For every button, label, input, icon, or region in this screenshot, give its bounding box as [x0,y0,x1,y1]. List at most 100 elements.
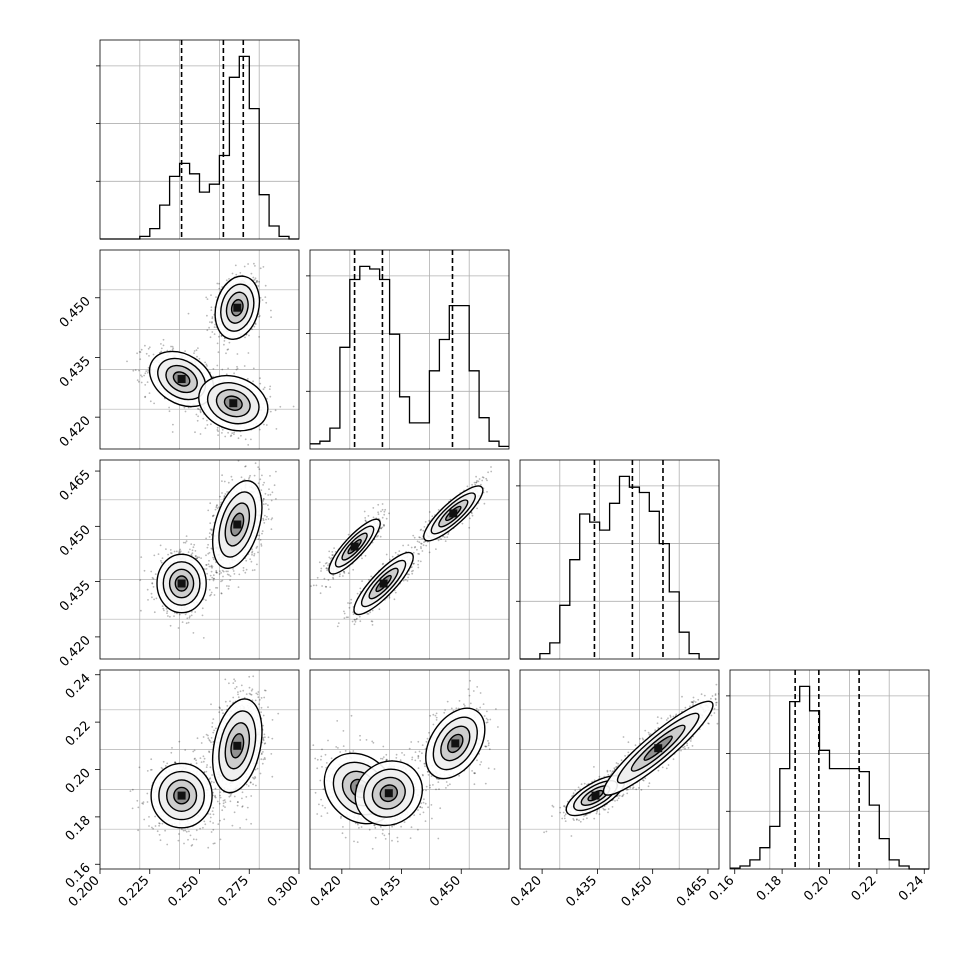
scatter-point [211,321,213,323]
scatter-point [166,843,169,846]
scatter-point [154,815,157,818]
scatter-point [223,496,226,498]
scatter-point [223,818,226,821]
scatter-point [156,830,159,833]
scatter-point [251,328,253,331]
scatter-point [184,350,187,352]
scatter-point [271,775,274,778]
scatter-point [166,610,169,613]
panel-frame [519,459,720,660]
scatter-point [163,609,165,612]
scatter-point [216,364,219,367]
scatter-point [329,557,332,560]
scatter-point [250,689,253,692]
scatter-point [153,611,156,614]
scatter-point [177,839,180,842]
scatter-point [147,599,149,601]
scatter-point [215,569,218,572]
scatter-point [183,842,185,845]
scatter-point [193,352,195,354]
scatter-point [325,562,328,564]
scatter-point [367,515,370,517]
scatter-point [259,539,262,541]
scatter-point [255,547,258,549]
scatter-point [332,554,334,556]
scatter-point [262,751,264,753]
scatter-point [210,591,213,594]
scatter-point [199,433,202,435]
scatter-point [190,543,193,545]
scatter-point [213,577,216,580]
scatter-point [140,609,142,612]
scatter-point [244,465,247,468]
scatter-point [261,299,264,301]
scatter-point [262,517,265,520]
scatter-point [213,842,216,845]
scatter-point [173,550,176,553]
scatter-point [141,375,143,378]
scatter-point [190,614,193,617]
scatter-point [209,766,212,769]
scatter-point [325,586,328,588]
scatter-point [259,772,262,775]
scatter-point [377,513,380,516]
scatter-point [224,435,227,438]
density-peak [233,741,242,750]
scatter-point [209,574,212,577]
scatter-point [263,386,266,389]
hist-panel-p1 [306,249,510,450]
scatter-point [205,363,208,366]
scatter-point [148,825,150,827]
scatter-point [214,508,217,511]
scatter-point [210,309,213,311]
scatter-point [210,703,212,706]
scatter-point [250,272,253,275]
scatter-point [203,757,206,760]
scatter-point [131,788,134,791]
scatter-point [253,474,256,477]
scatter-point [209,816,212,819]
density-peak [177,579,186,588]
scatter-point [264,742,267,744]
scatter-point [211,321,213,324]
scatter-point [172,423,174,426]
scatter-point [219,791,222,794]
scatter-point [264,689,267,692]
scatter-point [237,693,239,696]
scatter-point [144,384,147,386]
scatter-point [253,553,256,555]
scatter-point [146,371,149,374]
histogram-step [310,265,509,448]
scatter-point [161,557,164,559]
scatter-point [211,317,214,320]
scatter-point [223,495,226,497]
histogram-step [520,475,719,660]
scatter-point [140,381,143,384]
scatter-point [211,810,214,812]
scatter-point [257,538,260,540]
scatter-point [144,372,147,375]
scatter-point [215,504,218,507]
scatter-point [194,611,197,613]
scatter-point [232,568,234,570]
scatter-point [221,569,224,572]
scatter-point [260,543,263,546]
scatter-point [212,828,215,831]
scatter-point [150,768,153,771]
scatter-point [214,796,217,799]
scatter-point [255,281,258,284]
scatter-point [248,478,250,480]
scatter-point [256,280,258,283]
scatter-point [140,348,143,351]
scatter-point [207,734,209,737]
scatter-point [241,805,244,807]
scatter-point [252,675,255,678]
scatter-point [377,503,380,506]
scatter-point [249,781,252,784]
scatter-point [184,829,187,832]
scatter-point [269,493,272,496]
scatter-point [244,438,247,441]
scatter-point [258,699,261,701]
scatter-point [217,430,220,433]
scatter-point [192,838,195,841]
